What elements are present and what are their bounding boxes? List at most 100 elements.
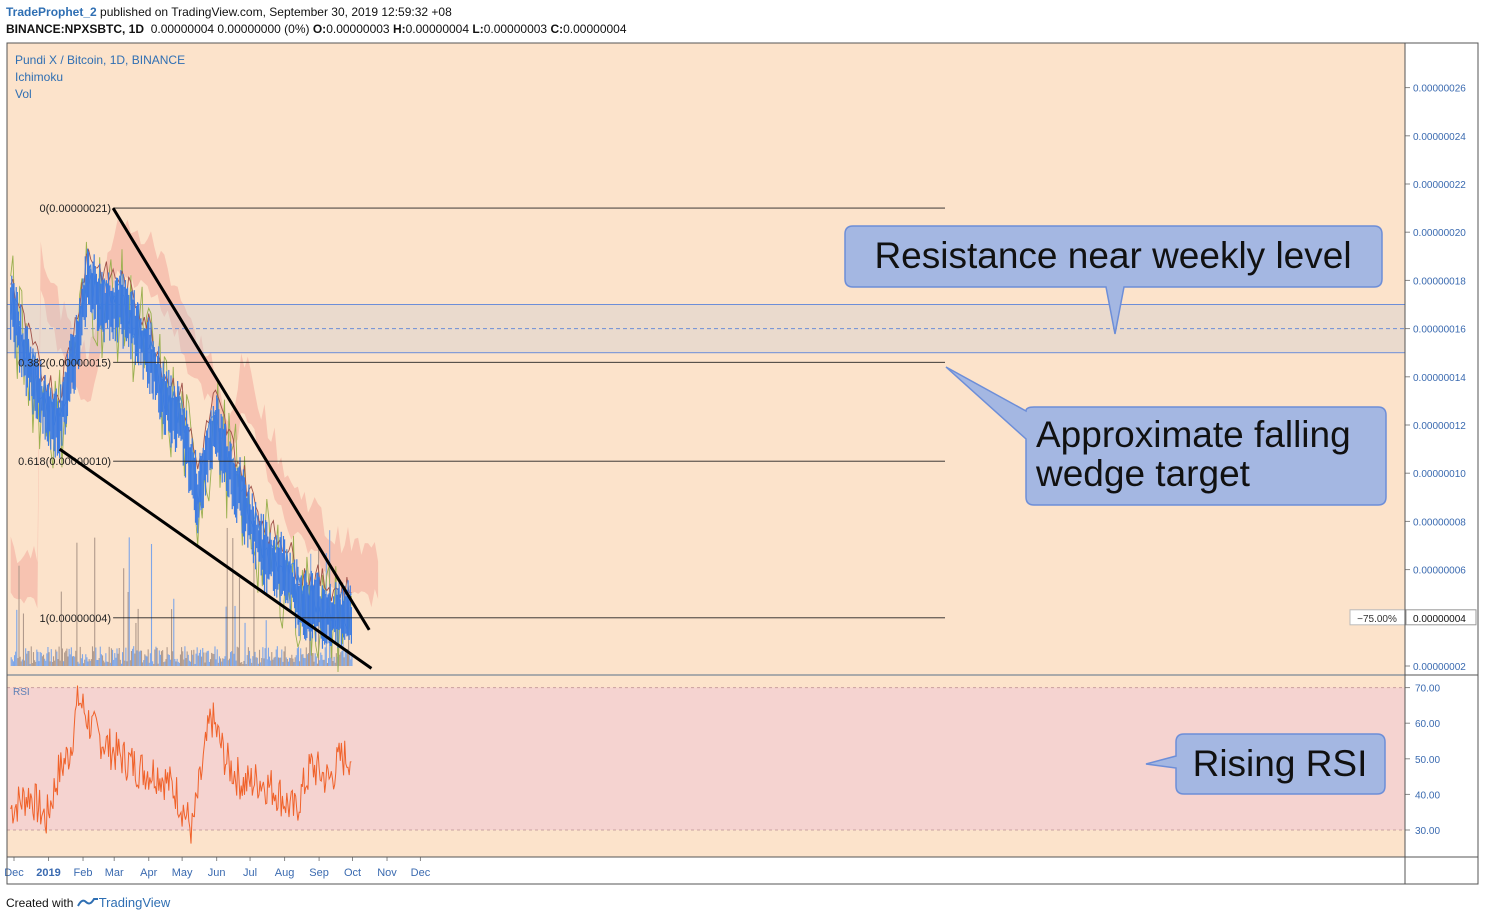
volume-bar [56, 651, 58, 666]
volume-bar [176, 658, 178, 666]
volume-bar [32, 652, 35, 666]
volume-bar [179, 654, 182, 666]
volume-bar [186, 651, 188, 666]
volume-bar [182, 651, 184, 666]
author-link[interactable]: TradeProphet_2 [6, 5, 97, 19]
volume-bar [166, 647, 168, 666]
volume-bar [265, 620, 267, 666]
volume-bar [194, 663, 196, 666]
price-axis[interactable] [1405, 43, 1478, 674]
volume-bar [215, 659, 217, 666]
volume-bar [315, 656, 317, 666]
resistance-zone [6, 304, 1406, 354]
volume-bar [262, 647, 264, 666]
volume-bar [285, 657, 287, 666]
volume-bar [294, 657, 296, 666]
volume-bar [137, 608, 139, 666]
volume-bar [169, 659, 171, 666]
volume-bar [70, 647, 72, 666]
volume-bar [110, 648, 112, 666]
volume-bar [211, 652, 213, 666]
volume-bar [321, 654, 323, 666]
volume-bar [44, 658, 46, 666]
volume-bar [184, 646, 186, 666]
volume-bar [251, 662, 253, 666]
volume-bar [195, 653, 197, 666]
volume-bar [253, 542, 255, 666]
price-panel[interactable] [7, 43, 1405, 674]
volume-bar [101, 655, 104, 666]
volume-bar [349, 652, 351, 666]
volume-bar [117, 653, 119, 666]
volume-bar [132, 648, 134, 666]
rsi-axis[interactable] [1405, 676, 1478, 857]
time-tick-label: Aug [275, 867, 295, 879]
volume-bar [84, 659, 86, 666]
volume-bar [114, 653, 116, 666]
volume-bar [78, 663, 80, 666]
volume-bar [28, 650, 30, 666]
volume-bar [238, 577, 241, 666]
time-tick-label: 2019 [36, 867, 60, 879]
volume-bar [50, 649, 52, 666]
volume-bar [146, 656, 148, 666]
volume-bar [105, 653, 107, 666]
open-value: 0.00000003 [326, 22, 390, 36]
volume-bar [55, 649, 57, 666]
time-tick-label: Jul [243, 867, 257, 879]
price-tick-label: 0.00000020 [1413, 228, 1466, 239]
fib-label: 0.618(0.00000010) [18, 456, 111, 468]
price-tick-label: 0.00000022 [1413, 180, 1466, 191]
low-label: L: [472, 22, 484, 36]
volume-bar [41, 656, 43, 666]
volume-bar [34, 660, 36, 666]
volume-bar [196, 647, 198, 666]
callout-rsi-text: Rising RSI [1193, 743, 1368, 784]
tradingview-logo[interactable]: TradingView [76, 895, 170, 910]
volume-bar [25, 648, 27, 666]
volume-bar [202, 648, 204, 666]
percent-badge-label: −75.00% [1357, 614, 1397, 625]
volume-bar [320, 652, 322, 666]
time-tick-label: Jun [208, 867, 226, 879]
volume-bar [123, 568, 125, 666]
callout-wedge: Approximate falling wedge target [945, 366, 1387, 506]
time-tick-label: May [172, 867, 193, 879]
volume-bar [47, 646, 49, 666]
volume-bar [120, 663, 122, 666]
volume-bar [163, 662, 165, 666]
volume-bar [36, 649, 38, 666]
volume-bar [104, 662, 106, 666]
volume-bar [61, 648, 63, 666]
volume-bar [209, 659, 212, 666]
volume-bar [228, 658, 231, 666]
volume-bar [290, 658, 292, 666]
volume-bar [51, 661, 53, 666]
volume-bar [168, 654, 170, 666]
volume-bar [214, 646, 216, 666]
volume-bar [69, 654, 71, 666]
volume-bar [297, 646, 300, 666]
volume-bar [244, 622, 246, 666]
volume-bar [73, 655, 75, 666]
volume-bar [254, 651, 256, 666]
volume-bar [135, 622, 137, 666]
volume-bar [193, 649, 195, 666]
volume-bar [139, 650, 141, 666]
volume-bar [160, 651, 163, 666]
volume-bar [143, 660, 145, 666]
volume-bar [100, 654, 102, 666]
ohlc-change: 0.00000004 0.00000000 (0%) [150, 22, 310, 36]
volume-bar [17, 658, 19, 666]
time-axis[interactable] [7, 857, 1478, 884]
volume-bar [341, 650, 343, 666]
volume-bar [93, 651, 95, 666]
volume-bar [76, 542, 78, 666]
volume-bar [116, 648, 118, 666]
volume-bar [191, 650, 193, 666]
volume-bar [303, 657, 305, 666]
volume-bar [26, 653, 28, 666]
volume-bar [322, 659, 324, 666]
volume-bar [343, 657, 345, 666]
